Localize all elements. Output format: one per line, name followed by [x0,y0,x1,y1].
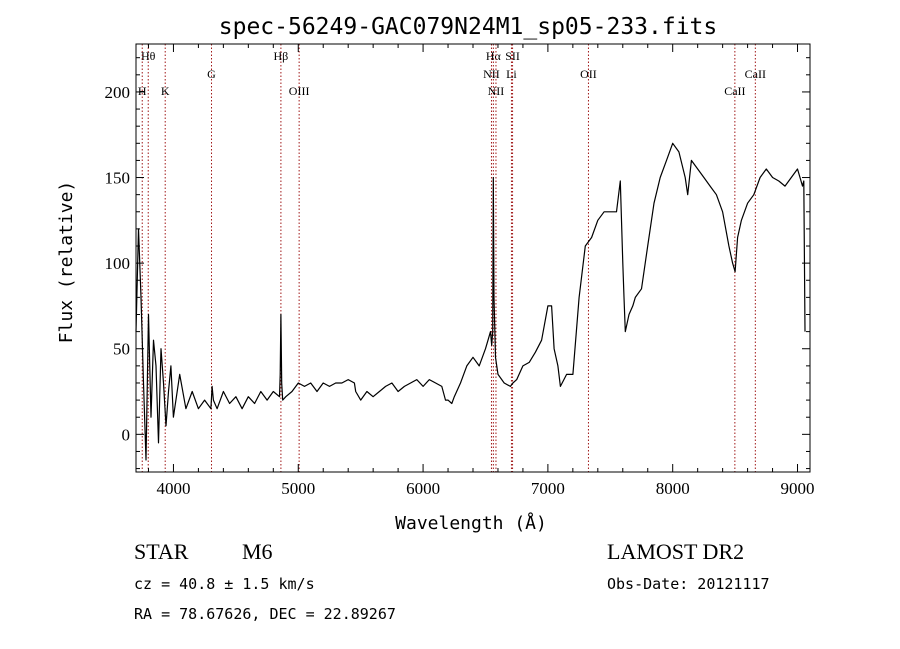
spectral-line-label: Hθ [141,49,156,63]
axis-ticks-layer: 4000 5000 6000 7000 8000 9000 0 50 100 150 200 [105,44,815,498]
spectral-line-label: K [161,84,170,98]
series-layer [135,142,806,461]
spectral-line-label: CaII [745,67,766,81]
x-tick-label: 5000 [281,479,315,498]
obs-date: Obs-Date: 20121117 [607,575,770,593]
spectral-line-label: H [138,84,147,98]
survey-name: LAMOST DR2 [607,539,744,564]
spectral-line-label: SII [505,49,520,63]
x-tick-label: 9000 [781,479,815,498]
x-tick-label: 4000 [156,479,190,498]
spectral-line-label: NII [483,67,500,81]
x-tick-label: 6000 [406,479,440,498]
y-tick-label: 100 [105,254,131,273]
spectral-line-label: CaII [724,84,745,98]
spectral-line-label: OII [580,67,597,81]
spectral-line-label: Li [506,67,517,81]
spectral-line-label: Hβ [274,49,289,63]
y-tick-label: 0 [122,425,131,444]
y-axis-label: Flux (relative) [56,181,77,344]
object-class: STAR [134,539,189,564]
spectrum-series-line [135,142,806,461]
spectral-line-label: NII [488,84,505,98]
chart-title: spec-56249-GAC079N24M1_sp05-233.fits [219,14,718,40]
x-tick-label: 7000 [531,479,565,498]
spectral-line-label: OIII [289,84,310,98]
y-tick-label: 200 [105,83,131,102]
spectral-line-label: Hα [486,49,502,63]
redshift-cz: cz = 40.8 ± 1.5 km/s [134,575,315,593]
plot-frame [135,43,811,473]
y-tick-label: 50 [113,340,130,359]
y-tick-label: 150 [105,169,131,188]
ra-dec: RA = 78.67626, DEC = 22.89267 [134,605,396,623]
object-subclass: M6 [242,539,273,564]
x-tick-label: 8000 [656,479,690,498]
x-axis-label: Wavelength (Å) [395,512,547,534]
spectral-line-label: G [207,67,216,81]
